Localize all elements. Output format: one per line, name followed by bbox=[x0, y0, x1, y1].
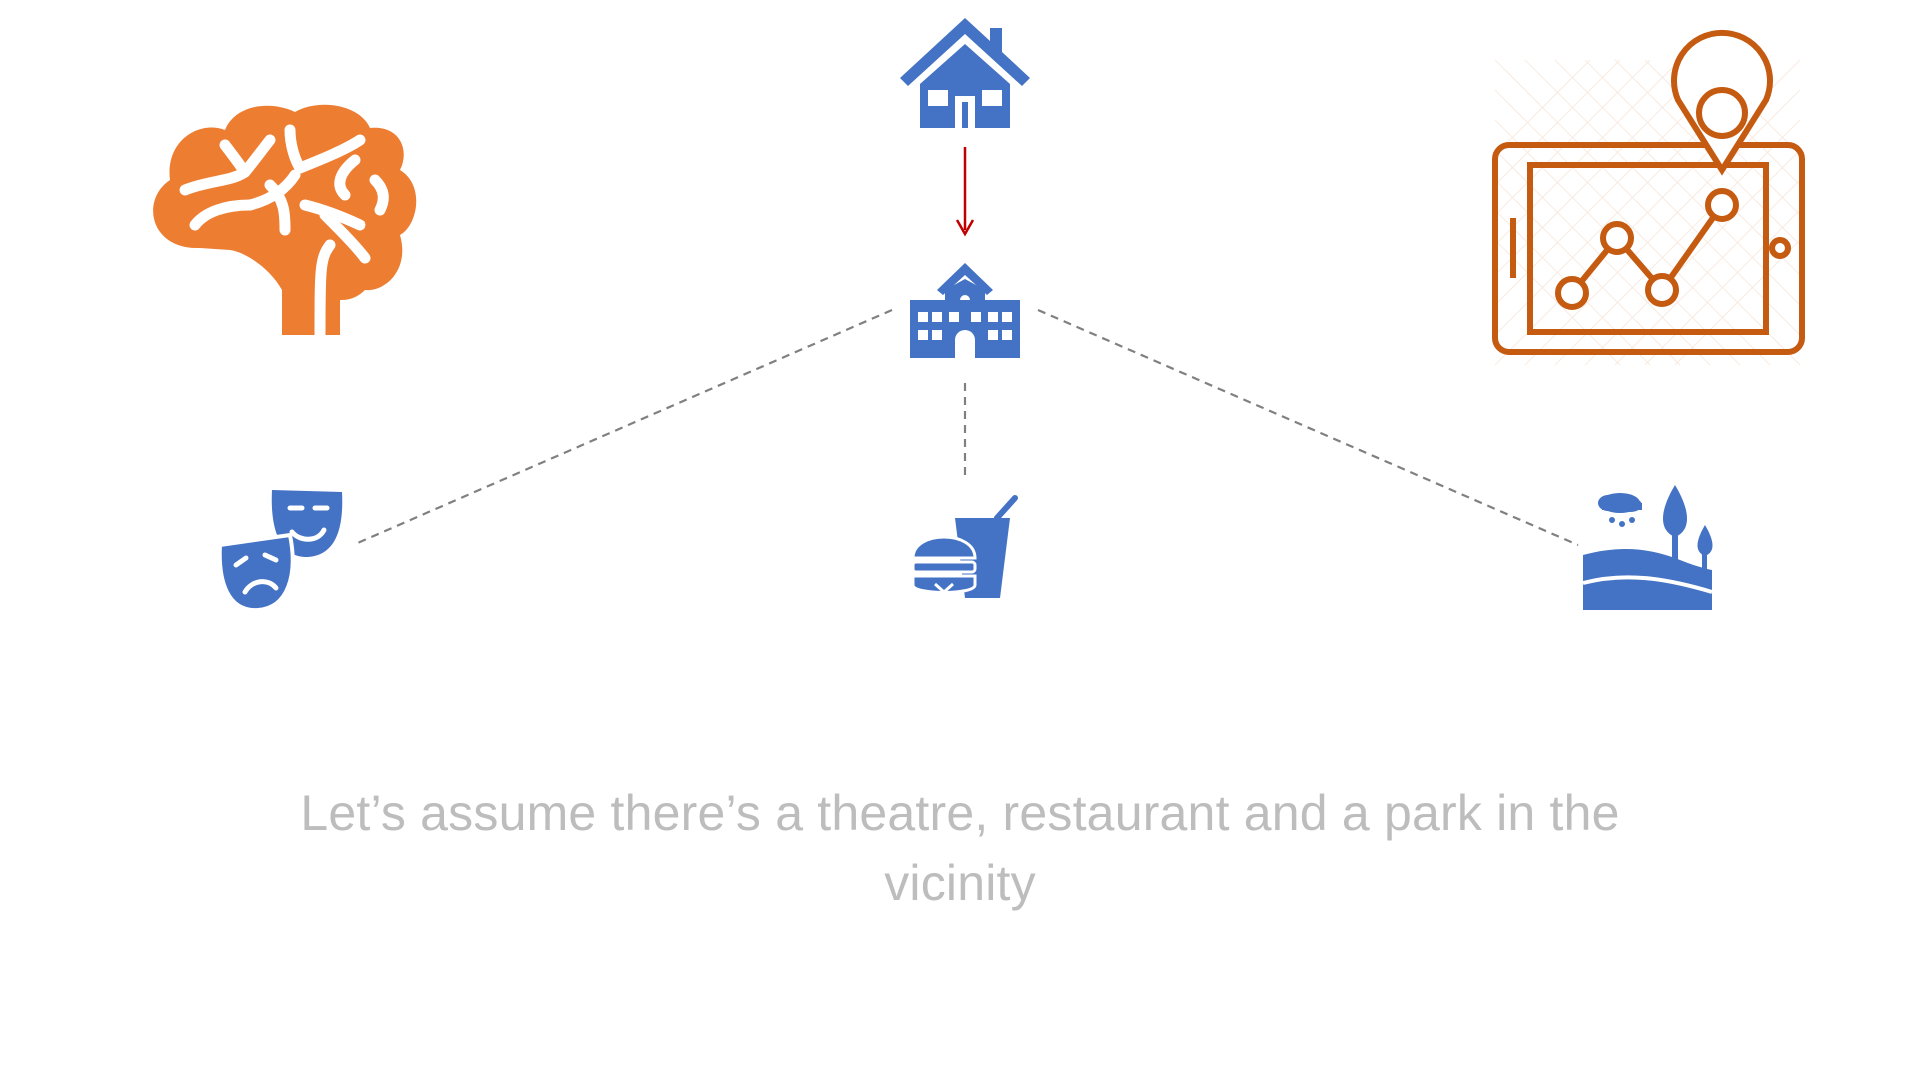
caption-line-2: vicinity bbox=[884, 855, 1036, 911]
caption-text: Let’s assume there’s a theatre, restaura… bbox=[260, 778, 1660, 918]
connectors bbox=[352, 147, 1579, 547]
park-icon bbox=[1582, 485, 1713, 610]
house-icon bbox=[900, 18, 1030, 128]
caption-line-1: Let’s assume there’s a theatre, restaura… bbox=[300, 785, 1620, 841]
tablet-map-icon bbox=[1492, 29, 1805, 366]
arrow-head bbox=[955, 219, 975, 237]
fast-food-icon bbox=[911, 495, 1018, 598]
school-icon bbox=[910, 263, 1020, 358]
brain-icon bbox=[153, 104, 417, 341]
dashed-line-school-to-theatre bbox=[352, 308, 893, 547]
dashed-line-school-to-park bbox=[1037, 308, 1579, 547]
theatre-masks-icon bbox=[217, 490, 343, 613]
